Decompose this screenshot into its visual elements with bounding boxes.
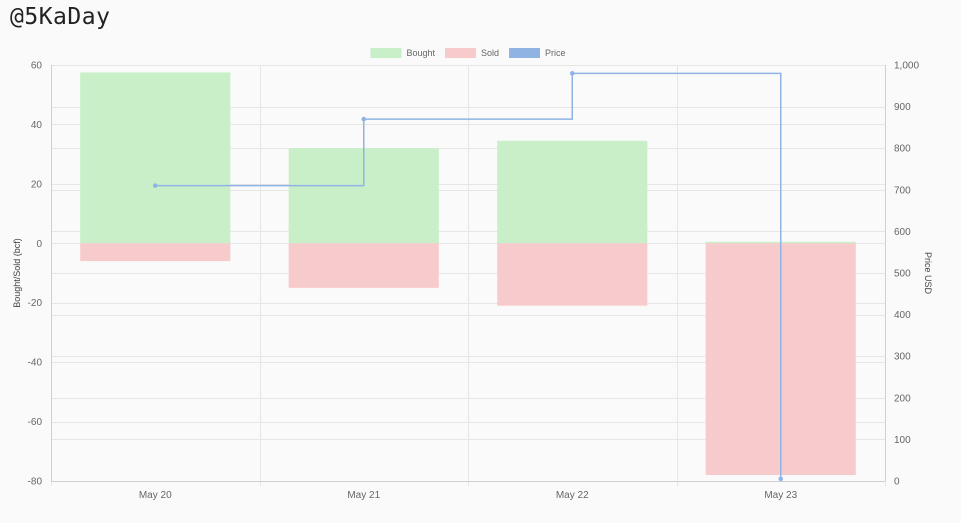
x-tick-label: May 22: [556, 490, 589, 501]
y2-tick-label: 100: [894, 435, 911, 446]
legend-swatch-price: [509, 48, 541, 58]
y2-tick-label: 700: [894, 185, 911, 196]
y-axis-title: Bought/Sold (bcf): [12, 238, 22, 308]
legend-label-sold: Sold: [481, 48, 499, 58]
y2-tick-label: 600: [894, 227, 911, 238]
price-point: [361, 116, 367, 122]
legend: Bought Sold Price: [370, 48, 566, 58]
legend-swatch-sold: [445, 48, 477, 58]
y2-tick-label: 500: [894, 269, 911, 280]
y2-tick-label: 400: [894, 310, 911, 321]
bar-sold: [497, 243, 648, 306]
y-tick-label: -80: [28, 477, 43, 488]
bar-sold: [288, 243, 439, 288]
bar-bought: [497, 140, 648, 244]
y2-tick-label: 300: [894, 352, 911, 363]
y2-tick-label: 800: [894, 144, 911, 155]
x-tick-label: May 23: [764, 490, 797, 501]
price-line: [152, 71, 784, 482]
bar-sold: [80, 243, 231, 262]
x-tick-label: May 21: [347, 490, 380, 501]
y-tick-label: -20: [28, 298, 43, 309]
bar-bought: [80, 72, 231, 244]
y-tick-label: 20: [31, 179, 43, 190]
x-tick-label: May 20: [139, 490, 172, 501]
y-tick-label: -60: [28, 417, 43, 428]
price-point: [152, 183, 158, 188]
y-tick-label: 0: [36, 239, 42, 250]
handle-title: @5KaDay: [10, 4, 111, 30]
legend-swatch-bought: [370, 48, 402, 58]
y2-axis-title: Price USD: [923, 252, 933, 295]
y2-tick-label: 200: [894, 393, 911, 404]
y-tick-label: 60: [31, 61, 43, 72]
legend-label-bought: Bought: [406, 48, 435, 58]
price-line-path: [155, 72, 782, 479]
y-tick-label: 40: [31, 120, 43, 131]
y2-tick-label: 1,000: [894, 61, 919, 72]
axes: -80-60-40-200204060010020030040050060070…: [12, 61, 933, 502]
y2-tick-label: 0: [894, 477, 900, 488]
price-point: [569, 71, 575, 76]
legend-label-price: Price: [545, 48, 566, 58]
y-tick-label: -40: [28, 358, 43, 369]
y2-tick-label: 900: [894, 102, 911, 113]
price-point: [778, 476, 784, 482]
